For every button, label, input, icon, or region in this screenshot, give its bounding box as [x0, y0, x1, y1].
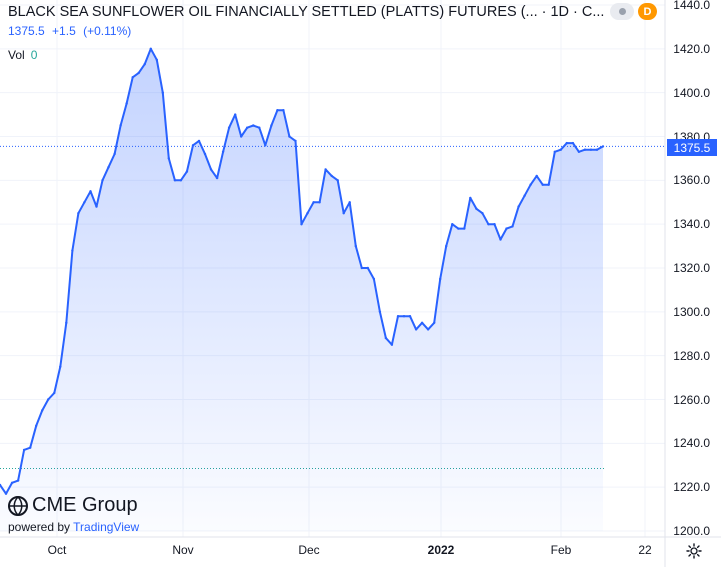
gear-icon[interactable]	[686, 543, 702, 559]
exchange-label: C...	[581, 4, 605, 20]
delayed-badge[interactable]: D	[638, 3, 657, 20]
cme-logo[interactable]: CME Group powered by TradingView	[8, 494, 139, 534]
header-separator: ·	[541, 4, 547, 20]
header-separator: ·	[573, 4, 578, 20]
price-change-percent: (+0.11%)	[83, 24, 132, 38]
dot-icon[interactable]	[610, 3, 634, 20]
symbol-title[interactable]: BLACK SEA SUNFLOWER OIL FINANCIALLY SETT…	[8, 4, 538, 20]
x-tick-label: Oct	[47, 543, 67, 557]
quote-line: 1375.5 +1.5 (+0.11%)	[8, 24, 135, 38]
y-tick-label: 1260.0	[673, 392, 710, 407]
y-tick-label: 1320.0	[673, 261, 710, 275]
volume-legend: Vol 0	[8, 48, 37, 62]
y-tick-label: 1400.0	[673, 85, 710, 100]
cme-globe-icon	[8, 495, 28, 516]
x-tick-label: 22	[638, 543, 652, 557]
legend-icons: D	[610, 3, 657, 20]
interval-label[interactable]: 1D	[550, 4, 570, 20]
x-tick-label: Dec	[298, 543, 320, 557]
y-tick-label: 1420.0	[673, 41, 710, 56]
x-tick-label: Feb	[550, 543, 572, 557]
chart-header: BLACK SEA SUNFLOWER OIL FINANCIALLY SETT…	[8, 4, 604, 20]
y-tick-label: 1440.0	[673, 0, 710, 12]
y-tick-label: 1220.0	[673, 480, 710, 495]
y-tick-label: 1340.0	[673, 217, 710, 232]
tradingview-brand: TradingView	[73, 520, 140, 534]
y-tick-label: 1280.0	[673, 348, 710, 363]
y-tick-label: 1200.0	[673, 524, 710, 538]
y-tick-label: 1240.0	[673, 436, 710, 451]
logo-text: CME Group	[32, 494, 138, 516]
powered-by-line[interactable]: powered by TradingView	[8, 520, 139, 534]
powered-prefix: powered by	[8, 520, 71, 534]
y-tick-label: 1300.0	[673, 304, 710, 319]
price-area-fill	[0, 48, 603, 532]
price-change: +1.5	[52, 24, 76, 38]
x-tick-label: Nov	[172, 543, 194, 557]
last-price-badge: 1375.5	[667, 139, 717, 156]
volume-label: Vol	[8, 48, 25, 62]
price-line[interactable]	[0, 47, 604, 495]
y-tick-label: 1360.0	[673, 173, 710, 188]
last-price: 1375.5	[8, 24, 45, 38]
x-tick-label: 2022	[427, 543, 455, 557]
volume-value: 0	[30, 48, 38, 62]
